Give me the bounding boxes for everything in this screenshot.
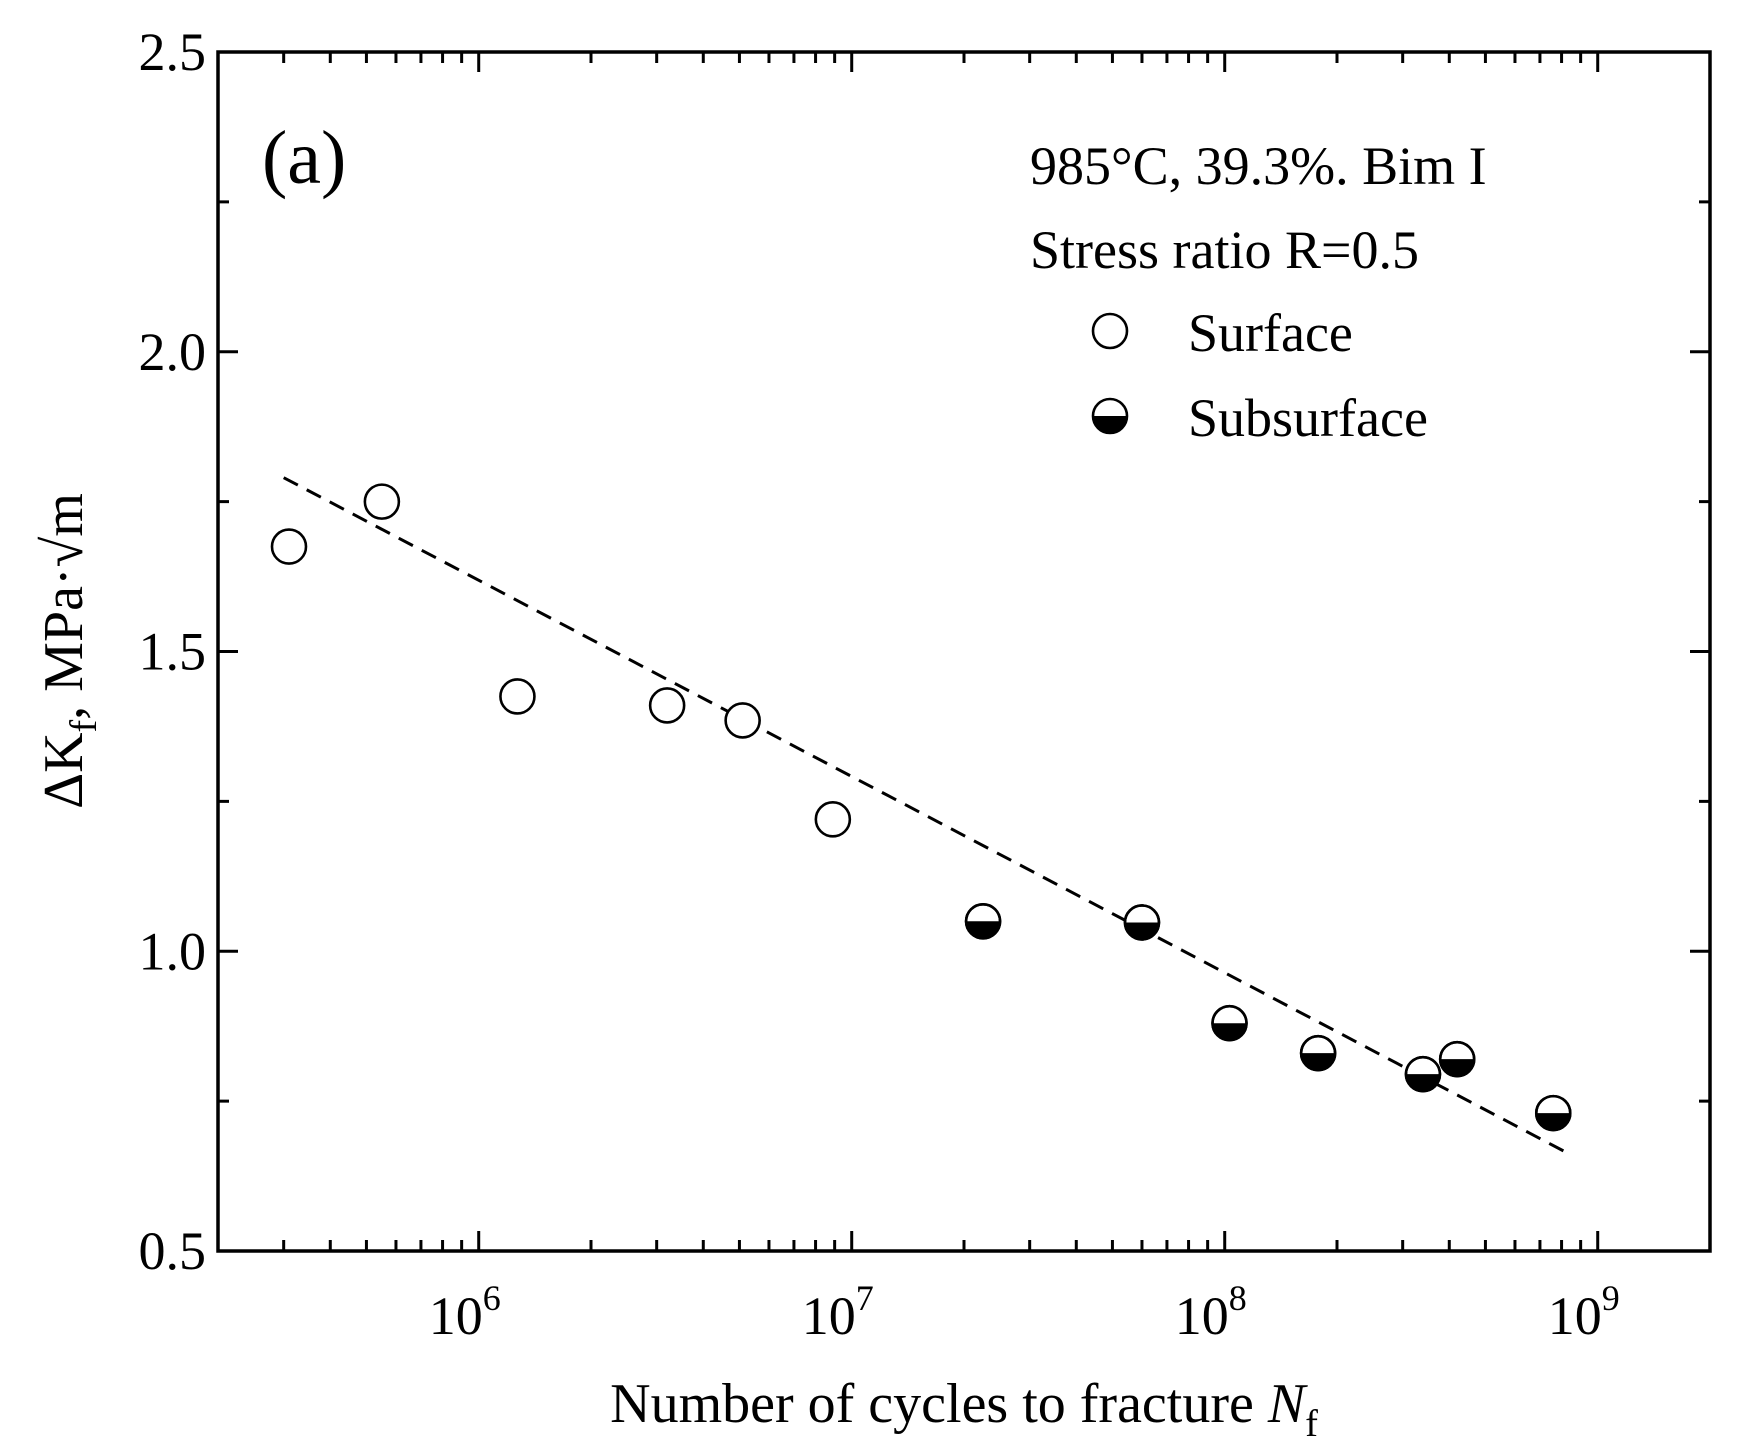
y-tick-label: 2.5 — [139, 22, 207, 82]
x-tick-labels: 106 107 108 109 — [429, 1278, 1620, 1346]
legend-surface-marker — [1091, 312, 1129, 350]
x-axis-label: Number of cycles to fracture Nf — [610, 1373, 1318, 1445]
surface-point — [499, 678, 536, 715]
legend-surface-label: Surface — [1188, 303, 1353, 363]
legend-subsurface-label: Subsurface — [1188, 388, 1428, 448]
subsurface-point — [1438, 1040, 1476, 1078]
title-line-2: Stress ratio R=0.5 — [1030, 220, 1419, 280]
subsurface-point — [964, 902, 1002, 940]
legend-subsurface-marker — [1091, 397, 1129, 435]
y-tick-label: 2.0 — [139, 322, 207, 382]
y-tick-labels: 0.5 1.0 1.5 2.0 2.5 — [139, 22, 207, 1281]
plot-frame — [216, 50, 1712, 1253]
surface-point — [648, 687, 686, 724]
x-tick-label: 107 — [802, 1278, 874, 1346]
y-tick-label: 1.0 — [139, 921, 207, 981]
fit-line — [282, 476, 1573, 1157]
y-tick-label: 0.5 — [139, 1221, 207, 1281]
x-tick-label: 106 — [429, 1278, 501, 1346]
surface-point — [270, 528, 308, 565]
surface-point — [724, 702, 761, 739]
surface-point — [363, 483, 401, 520]
y-tick-label: 1.5 — [139, 622, 207, 682]
data-points — [270, 483, 1572, 1132]
title-line-1: 985°C, 39.3%. Bim I — [1030, 136, 1487, 196]
subsurface-point — [1404, 1055, 1442, 1093]
x-tick-label: 108 — [1175, 1278, 1247, 1346]
y-axis-label: ΔKf, MPa·√m — [33, 493, 105, 809]
panel-label: (a) — [262, 116, 346, 200]
subsurface-point — [1299, 1034, 1337, 1072]
legend: Surface Subsurface — [1091, 303, 1428, 448]
subsurface-point — [1123, 904, 1161, 941]
subsurface-point — [1534, 1094, 1572, 1132]
subsurface-point — [1211, 1004, 1248, 1042]
axis-ticks — [216, 50, 1712, 1253]
surface-point — [814, 801, 852, 838]
x-tick-label: 109 — [1548, 1278, 1620, 1346]
